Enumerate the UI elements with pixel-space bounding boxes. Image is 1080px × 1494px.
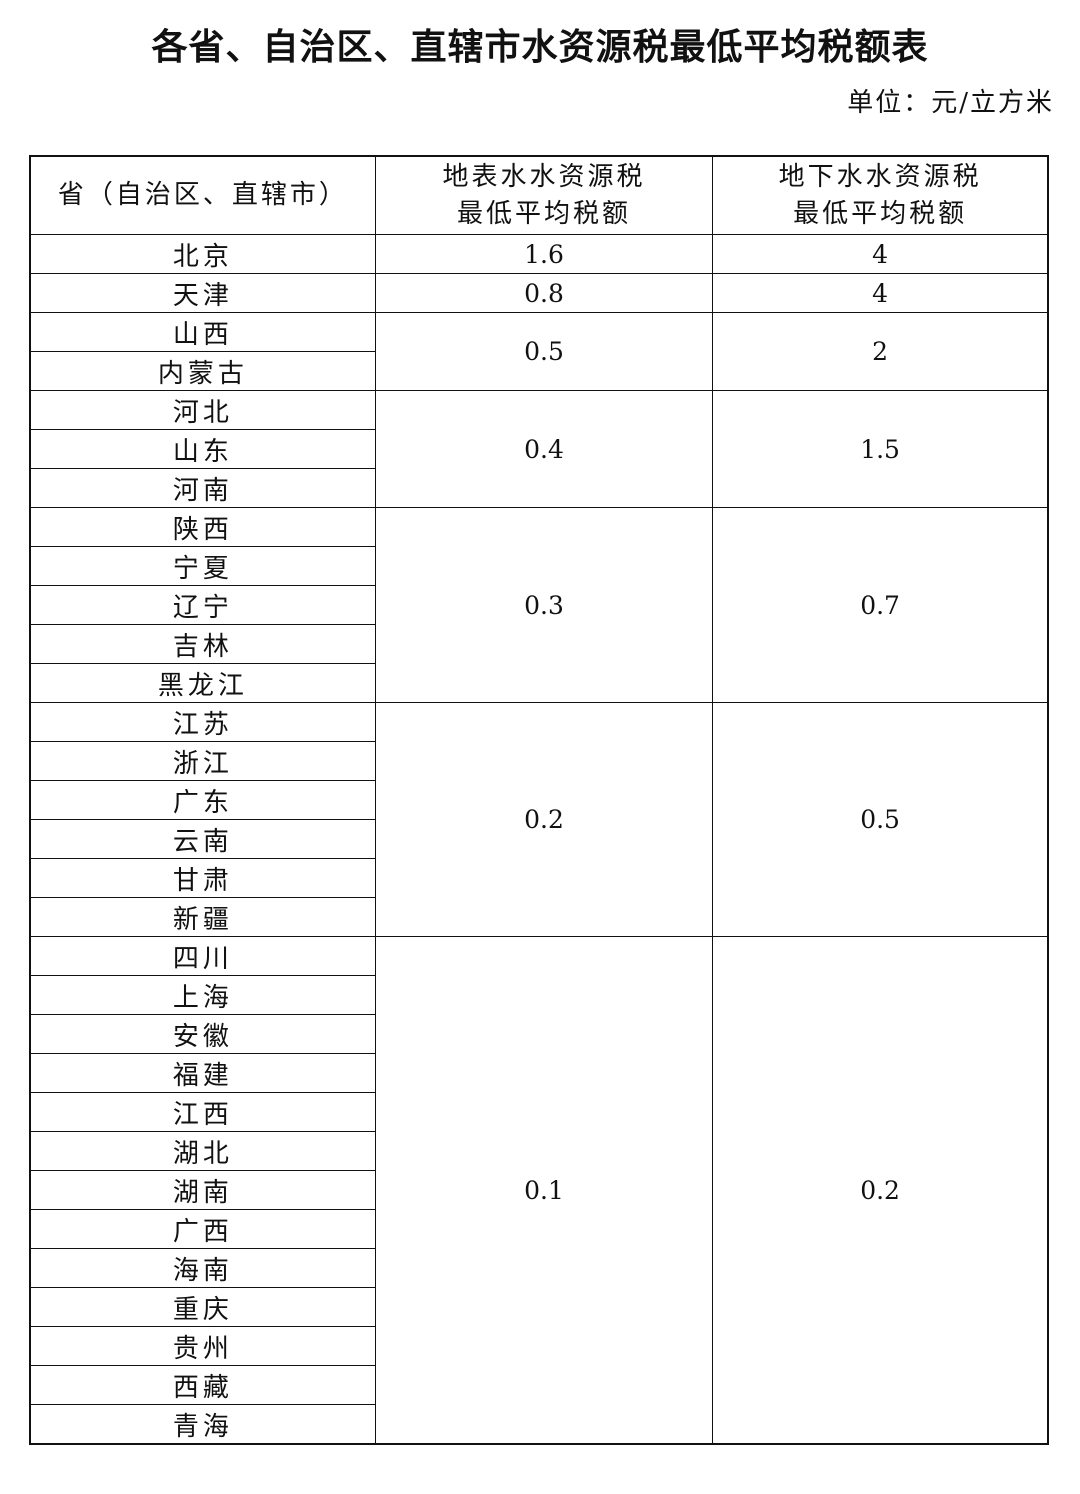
table-row: 陕西 0.3 0.7 — [29, 507, 1049, 703]
ground-tax-cell: 1.5 — [712, 390, 1049, 508]
province-cell: 河南 — [29, 468, 376, 508]
surface-tax-cell: 0.3 — [374, 507, 714, 703]
table-row: 山西 0.5 2 — [29, 312, 1049, 391]
province-cell: 北京 — [29, 234, 376, 274]
table-row: 河南 — [29, 468, 1048, 508]
ground-tax-cell: 2 — [712, 312, 1049, 391]
table-row: 吉林 — [29, 624, 1048, 664]
header-row: 省（自治区、直辖市） 地表水水资源税 最低平均税额 地下水水资源税 最低平均税额 — [29, 155, 1049, 235]
province-cell: 新疆 — [29, 897, 376, 937]
province-cell: 云南 — [29, 819, 376, 859]
header-surface: 地表水水资源税 最低平均税额 — [374, 155, 714, 235]
ground-tax-cell: 4 — [712, 273, 1049, 313]
header-surface-line1: 地表水水资源税 — [442, 161, 646, 192]
table-row: 海南 — [29, 1248, 1048, 1288]
ground-tax-cell: 0.5 — [712, 702, 1049, 937]
table-row: 山东 — [29, 429, 1048, 469]
province-cell: 天津 — [29, 273, 376, 313]
table-row: 湖南 — [29, 1170, 1048, 1210]
surface-tax-cell: 0.8 — [374, 273, 714, 313]
surface-tax-cell: 1.6 — [374, 234, 714, 274]
tax-table: 省（自治区、直辖市） 地表水水资源税 最低平均税额 地下水水资源税 最低平均税额… — [29, 155, 1049, 1445]
page-title: 各省、自治区、直辖市水资源税最低平均税额表 — [151, 26, 929, 68]
surface-tax-cell: 0.5 — [374, 312, 714, 391]
province-cell: 福建 — [29, 1053, 376, 1093]
province-cell: 湖南 — [29, 1170, 376, 1210]
province-cell: 湖北 — [29, 1131, 376, 1171]
ground-tax-cell: 4 — [712, 234, 1049, 274]
province-cell: 江苏 — [29, 702, 376, 742]
province-cell: 吉林 — [29, 624, 376, 664]
unit-label: 单位：元/立方米 — [847, 88, 1054, 118]
header-ground-line2: 最低平均税额 — [793, 198, 968, 229]
table-row: 贵州 — [29, 1326, 1048, 1366]
ground-tax-cell: 0.2 — [712, 936, 1049, 1445]
table-body: 北京 1.6 4 天津 0.8 4 山西 0.5 2 内蒙古 河北 0.4 1.5 山东 河南 陕西 0.3 0.… — [29, 234, 1049, 1445]
header-ground: 地下水水资源税 最低平均税额 — [712, 155, 1049, 235]
province-cell: 宁夏 — [29, 546, 376, 586]
table-row: 四川 0.1 0.2 — [29, 936, 1049, 1445]
province-cell: 山东 — [29, 429, 376, 469]
surface-tax-cell: 0.2 — [374, 702, 714, 937]
header-surface-line2: 最低平均税额 — [456, 198, 631, 229]
table-row: 江苏 0.2 0.5 — [29, 702, 1049, 937]
table-row: 北京 1.6 4 — [29, 234, 1049, 274]
header-province: 省（自治区、直辖市） — [29, 155, 376, 235]
province-cell: 广西 — [29, 1209, 376, 1249]
province-cell: 内蒙古 — [29, 351, 376, 391]
table-row: 天津 0.8 4 — [29, 273, 1049, 313]
province-cell: 西藏 — [29, 1365, 376, 1405]
province-cell: 浙江 — [29, 741, 376, 781]
table-row: 云南 — [29, 819, 1048, 859]
province-cell: 上海 — [29, 975, 376, 1015]
province-cell: 山西 — [29, 312, 376, 352]
province-cell: 安徽 — [29, 1014, 376, 1054]
table-row: 河北 0.4 1.5 — [29, 390, 1049, 508]
table-row: 新疆 — [29, 897, 1048, 937]
ground-tax-cell: 0.7 — [712, 507, 1049, 703]
table-row: 福建 — [29, 1053, 1048, 1093]
province-cell: 青海 — [29, 1404, 376, 1445]
table-row: 内蒙古 — [29, 351, 1048, 391]
province-cell: 广东 — [29, 780, 376, 820]
province-cell: 陕西 — [29, 507, 376, 547]
table-row: 重庆 — [29, 1287, 1048, 1327]
province-cell: 重庆 — [29, 1287, 376, 1327]
surface-tax-cell: 0.1 — [374, 936, 714, 1445]
province-cell: 甘肃 — [29, 858, 376, 898]
province-cell: 辽宁 — [29, 585, 376, 625]
header-ground-line1: 地下水水资源税 — [778, 161, 982, 192]
table-row: 青海 — [29, 1404, 1048, 1445]
table-row: 湖北 — [29, 1131, 1048, 1171]
province-cell: 河北 — [29, 390, 376, 430]
province-cell: 贵州 — [29, 1326, 376, 1366]
province-cell: 海南 — [29, 1248, 376, 1288]
table-row: 西藏 — [29, 1365, 1048, 1405]
table-row: 甘肃 — [29, 858, 1048, 898]
province-cell: 四川 — [29, 936, 376, 976]
province-cell: 黑龙江 — [29, 663, 376, 703]
surface-tax-cell: 0.4 — [374, 390, 714, 508]
province-cell: 江西 — [29, 1092, 376, 1132]
